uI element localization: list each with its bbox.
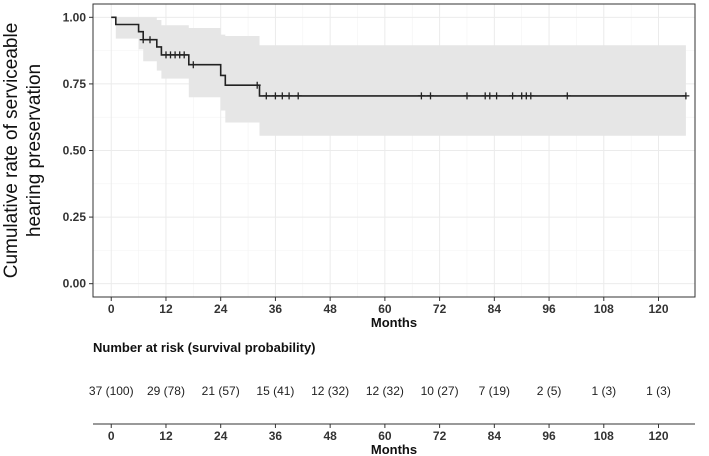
risk-table-entry: 2 (5) xyxy=(537,384,562,398)
x-tick-label: 84 xyxy=(488,302,502,316)
risk-x-tick-label: 12 xyxy=(159,429,173,443)
censor-mark xyxy=(253,81,261,89)
risk-x-tick-label: 72 xyxy=(433,429,447,443)
risk-table-entry: 15 (41) xyxy=(256,384,294,398)
risk-table-title: Number at risk (survival probability) xyxy=(93,340,316,355)
risk-x-tick-label: 96 xyxy=(542,429,556,443)
risk-x-tick-label: 36 xyxy=(269,429,283,443)
risk-table-entry: 29 (78) xyxy=(147,384,185,398)
censor-mark xyxy=(294,92,302,100)
x-tick-label: 0 xyxy=(108,302,115,316)
risk-x-axis-label: Months xyxy=(371,442,417,456)
censor-mark xyxy=(463,92,471,100)
censor-mark xyxy=(682,92,690,100)
censor-mark xyxy=(271,92,279,100)
x-tick-label: 120 xyxy=(648,302,668,316)
censor-mark xyxy=(493,92,501,100)
risk-table-entry: 1 (3) xyxy=(591,384,616,398)
censor-mark xyxy=(139,36,147,44)
x-tick-label: 96 xyxy=(542,302,556,316)
censor-mark xyxy=(427,92,434,100)
risk-table-entry: 7 (19) xyxy=(479,384,510,398)
y-tick-label: 1.00 xyxy=(63,10,87,24)
censor-mark xyxy=(417,92,425,100)
censor-mark xyxy=(180,51,188,59)
x-tick-label: 12 xyxy=(159,302,173,316)
confidence-band xyxy=(111,17,686,136)
y-axis-label-line-1: Cumulative rate of serviceable xyxy=(1,23,22,279)
x-tick-label: 48 xyxy=(323,302,337,316)
y-tick-label: 0.25 xyxy=(63,210,87,224)
censor-mark xyxy=(262,92,270,100)
x-axis-label: Months xyxy=(371,315,417,330)
risk-table-entry: 1 (3) xyxy=(646,384,671,398)
risk-table-entry: 21 (57) xyxy=(202,384,240,398)
x-tick-label: 60 xyxy=(378,302,392,316)
risk-x-tick-label: 84 xyxy=(488,429,502,443)
risk-x-tick-label: 120 xyxy=(648,429,668,443)
risk-table-entry: 12 (32) xyxy=(311,384,349,398)
y-axis-label-line-2: hearing preservation xyxy=(24,64,45,237)
risk-x-tick-label: 48 xyxy=(323,429,337,443)
risk-table-entry: 10 (27) xyxy=(421,384,459,398)
censor-mark xyxy=(563,92,571,100)
risk-table-entry: 37 (100) xyxy=(89,384,134,398)
y-tick-label: 0.00 xyxy=(63,277,87,291)
censor-mark xyxy=(486,92,494,100)
survival-curve xyxy=(111,16,686,97)
risk-x-tick-label: 24 xyxy=(214,429,228,443)
censor-mark xyxy=(146,36,154,44)
x-tick-label: 72 xyxy=(433,302,447,316)
censor-mark xyxy=(189,61,197,69)
risk-x-tick-label: 0 xyxy=(108,429,115,443)
risk-x-tick-label: 60 xyxy=(378,429,392,443)
censor-mark xyxy=(285,92,293,100)
risk-table-entry: 12 (32) xyxy=(366,384,404,398)
x-tick-label: 24 xyxy=(214,302,228,316)
censor-mark xyxy=(278,92,286,100)
y-tick-label: 0.75 xyxy=(63,77,87,91)
censor-mark xyxy=(527,92,535,100)
x-tick-label: 108 xyxy=(594,302,614,316)
x-tick-label: 36 xyxy=(269,302,283,316)
censor-mark xyxy=(509,92,517,100)
y-tick-label: 0.50 xyxy=(63,144,87,158)
risk-x-tick-label: 108 xyxy=(594,429,614,443)
risk-table-panel xyxy=(93,360,695,424)
